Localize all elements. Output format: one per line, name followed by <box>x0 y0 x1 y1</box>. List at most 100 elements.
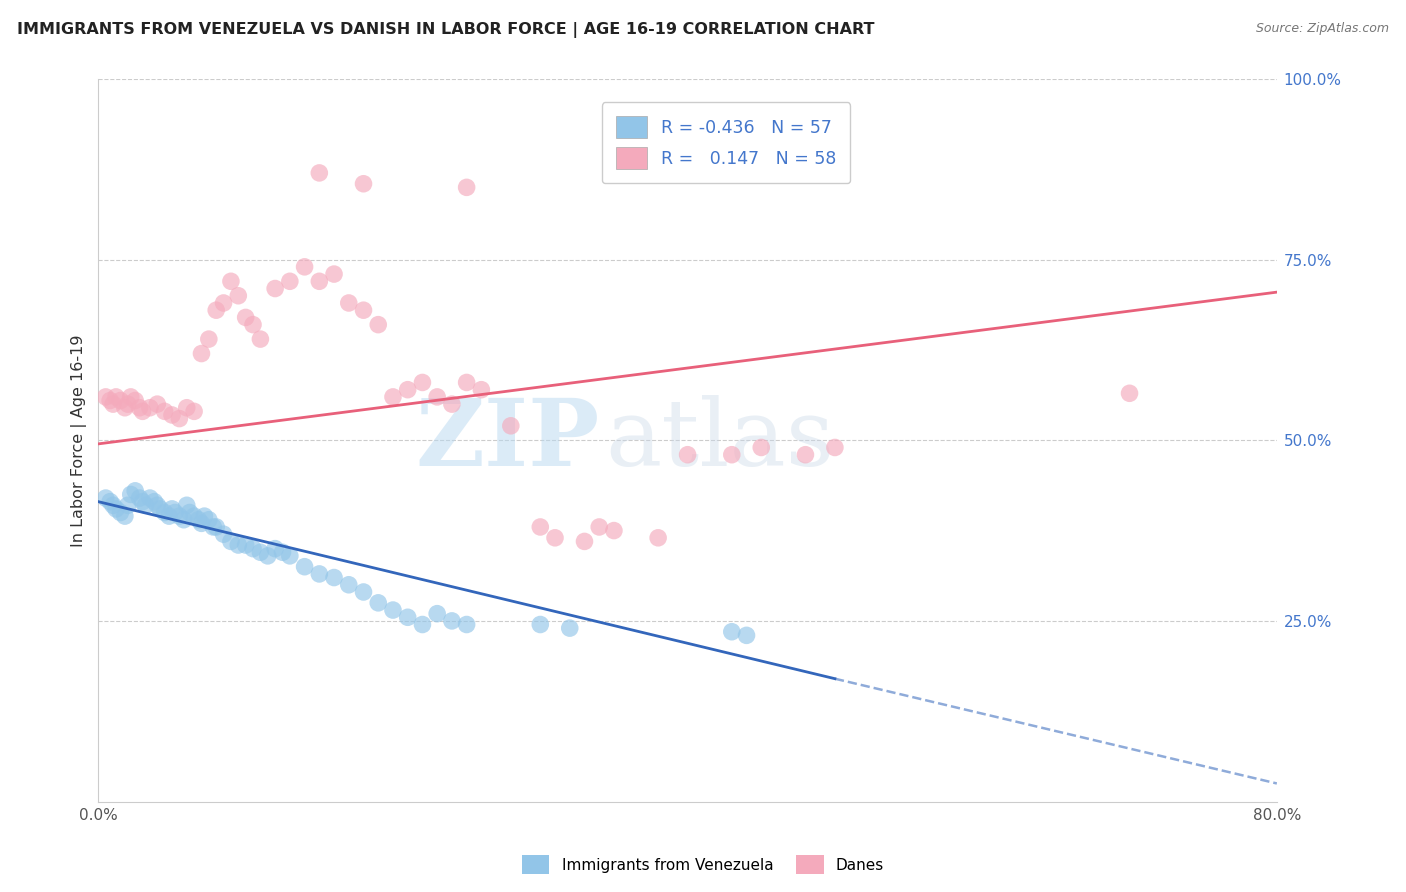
Point <box>367 318 389 332</box>
Point <box>101 397 124 411</box>
Text: atlas: atlas <box>605 395 834 485</box>
Point <box>114 401 136 415</box>
Point <box>794 448 817 462</box>
Point <box>212 527 235 541</box>
Point <box>179 506 201 520</box>
Point <box>470 383 492 397</box>
Point <box>105 390 128 404</box>
Point <box>440 397 463 411</box>
Point <box>153 404 176 418</box>
Point <box>98 494 121 508</box>
Point <box>544 531 567 545</box>
Point <box>381 390 404 404</box>
Point <box>456 180 478 194</box>
Point <box>264 541 287 556</box>
Point <box>249 545 271 559</box>
Point <box>308 166 330 180</box>
Point <box>134 498 156 512</box>
Point <box>160 408 183 422</box>
Point <box>353 177 375 191</box>
Point <box>120 390 142 404</box>
Point <box>183 509 205 524</box>
Point <box>190 346 212 360</box>
Point <box>146 498 169 512</box>
Point <box>603 524 626 538</box>
Point <box>529 617 551 632</box>
Point <box>294 559 316 574</box>
Point <box>824 441 846 455</box>
Point <box>173 513 195 527</box>
Point <box>128 491 150 505</box>
Point <box>153 506 176 520</box>
Point <box>169 509 191 524</box>
Point <box>456 617 478 632</box>
Point <box>353 303 375 318</box>
Text: ZIP: ZIP <box>415 395 599 485</box>
Point <box>249 332 271 346</box>
Point <box>440 614 463 628</box>
Point <box>219 534 242 549</box>
Point <box>94 390 117 404</box>
Point <box>256 549 278 563</box>
Point <box>110 393 132 408</box>
Point <box>94 491 117 505</box>
Point <box>163 506 186 520</box>
Point <box>353 585 375 599</box>
Point <box>720 448 742 462</box>
Point <box>588 520 610 534</box>
Y-axis label: In Labor Force | Age 16-19: In Labor Force | Age 16-19 <box>72 334 87 547</box>
Point <box>411 376 433 390</box>
Legend: Immigrants from Venezuela, Danes: Immigrants from Venezuela, Danes <box>516 849 890 880</box>
Point <box>160 502 183 516</box>
Point <box>396 610 419 624</box>
Point <box>120 487 142 501</box>
Point <box>198 332 221 346</box>
Point <box>205 303 228 318</box>
Point <box>131 404 153 418</box>
Point <box>205 520 228 534</box>
Point <box>294 260 316 274</box>
Point <box>226 289 249 303</box>
Point <box>101 498 124 512</box>
Point <box>146 397 169 411</box>
Point <box>426 390 449 404</box>
Point <box>308 566 330 581</box>
Point <box>337 296 360 310</box>
Point <box>749 441 772 455</box>
Point <box>117 397 139 411</box>
Point <box>242 541 264 556</box>
Point <box>183 404 205 418</box>
Point <box>278 274 301 288</box>
Point <box>105 502 128 516</box>
Point <box>381 603 404 617</box>
Point <box>235 310 257 325</box>
Point <box>264 281 287 295</box>
Point <box>128 401 150 415</box>
Point <box>98 393 121 408</box>
Point <box>176 498 198 512</box>
Point <box>574 534 596 549</box>
Point <box>124 393 146 408</box>
Point <box>226 538 249 552</box>
Point <box>124 483 146 498</box>
Point <box>1118 386 1140 401</box>
Point <box>235 538 257 552</box>
Point <box>193 509 215 524</box>
Point <box>157 509 180 524</box>
Point <box>456 376 478 390</box>
Point <box>242 318 264 332</box>
Point <box>720 624 742 639</box>
Point <box>117 498 139 512</box>
Point <box>337 578 360 592</box>
Point <box>139 401 162 415</box>
Text: IMMIGRANTS FROM VENEZUELA VS DANISH IN LABOR FORCE | AGE 16-19 CORRELATION CHART: IMMIGRANTS FROM VENEZUELA VS DANISH IN L… <box>17 22 875 38</box>
Point <box>176 401 198 415</box>
Point <box>308 274 330 288</box>
Point <box>169 411 191 425</box>
Point <box>735 628 758 642</box>
Point <box>278 549 301 563</box>
Legend: R = -0.436   N = 57, R =   0.147   N = 58: R = -0.436 N = 57, R = 0.147 N = 58 <box>602 102 851 183</box>
Point <box>323 267 346 281</box>
Point <box>271 545 294 559</box>
Point <box>149 502 172 516</box>
